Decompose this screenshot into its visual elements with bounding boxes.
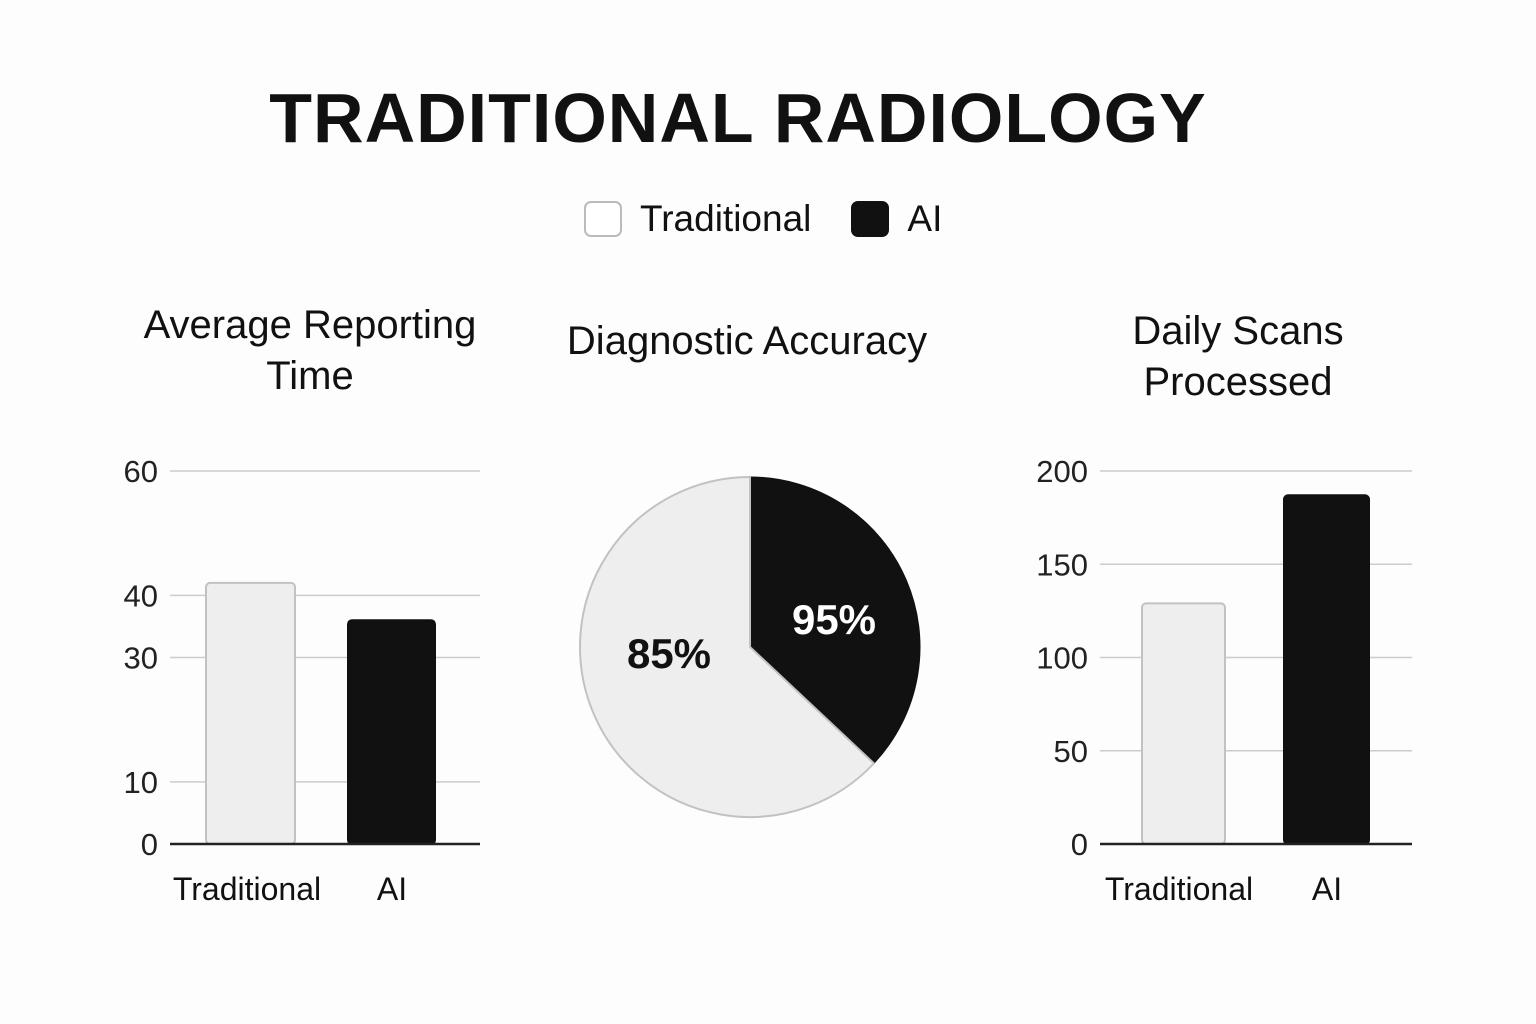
reporting-time-x-label-ai: AI <box>377 871 407 907</box>
daily-scans-y-tick-label: 0 <box>1071 827 1088 862</box>
reporting-time-y-tick-label: 10 <box>124 765 158 800</box>
legend-swatch-ai <box>851 201 890 237</box>
legend: Traditional AI <box>584 196 982 242</box>
reporting-time-y-tick-label: 30 <box>124 641 158 676</box>
reporting-time-y-tick-label: 60 <box>124 454 158 489</box>
accuracy-label-traditional: 85% <box>627 630 711 677</box>
reporting-time-y-tick-label: 40 <box>124 578 158 613</box>
reporting-time-y-tick-label: 0 <box>141 827 158 862</box>
daily-scans-bar-traditional <box>1141 602 1226 845</box>
legend-label-ai: AI <box>907 198 943 239</box>
daily-scans-bar-ai <box>1283 494 1370 845</box>
daily-scans-y-tick-label: 200 <box>1036 454 1088 489</box>
legend-label-traditional: Traditional <box>640 198 812 239</box>
diagnostic-accuracy-title: Diagnostic Accuracy <box>566 319 928 363</box>
chart-title: TRADITIONAL RADIOLOGY <box>269 79 1207 157</box>
daily-scans-x-label-ai: AI <box>1312 871 1342 907</box>
daily-scans-y-tick-label: 150 <box>1036 547 1088 582</box>
reporting-time-x-label-traditional: Traditional <box>173 871 321 907</box>
accuracy-slice-traditional <box>579 475 876 818</box>
daily-scans-title: Daily Scans Processed <box>1132 309 1344 404</box>
reporting-time-bar-traditional <box>205 581 296 846</box>
legend-item-traditional: Traditional <box>584 198 811 240</box>
legend-swatch-traditional <box>584 201 622 237</box>
reporting-time-bar-ai <box>347 619 436 846</box>
accuracy-label-ai: 95% <box>792 596 876 643</box>
legend-item-ai: AI <box>851 198 942 240</box>
daily-scans-x-label-traditional: Traditional <box>1105 871 1253 907</box>
accuracy-slice-ai <box>749 476 921 765</box>
daily-scans-y-tick-label: 100 <box>1036 641 1088 676</box>
reporting-time-title: Average Reporting Time <box>143 303 477 398</box>
daily-scans-y-tick-label: 50 <box>1054 734 1088 769</box>
